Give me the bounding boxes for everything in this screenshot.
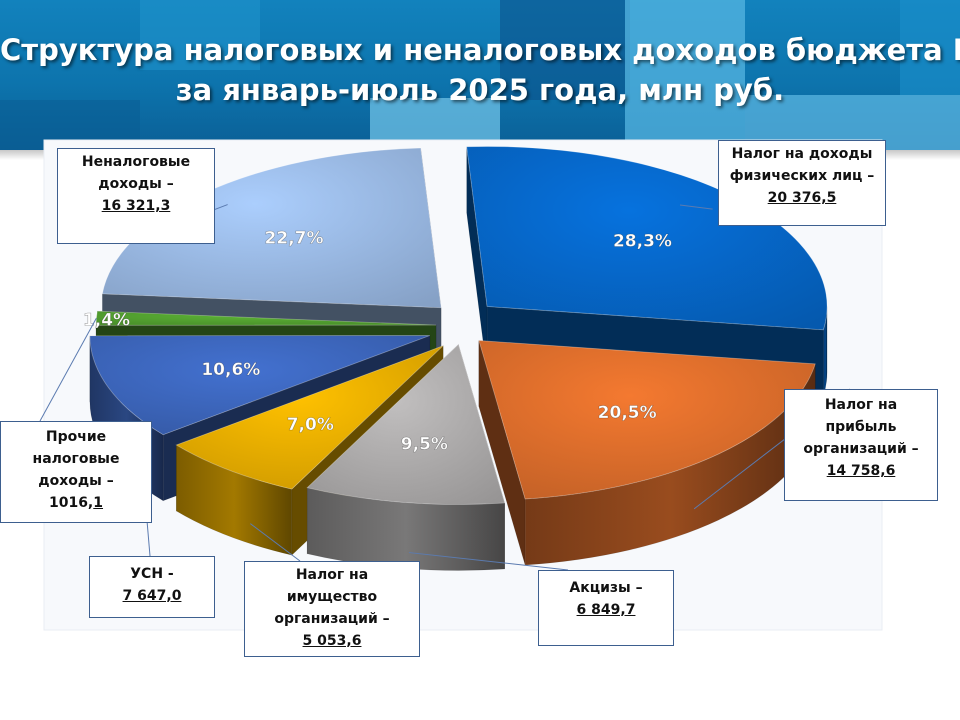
chart-title: Структура налоговых и неналоговых доходо… bbox=[0, 30, 960, 110]
callout-nonneg-line: Неналоговые bbox=[81, 154, 191, 170]
callout-other-value: 1016,1 bbox=[1, 492, 151, 514]
callout-profit-line: организаций – bbox=[803, 441, 919, 457]
banner-tile bbox=[140, 0, 260, 70]
banner-tile bbox=[625, 0, 745, 150]
callout-property-line: Налог на bbox=[295, 567, 369, 583]
pie-label-ndfl: 28,3% bbox=[613, 231, 672, 251]
callout-other-line: доходы – bbox=[38, 473, 114, 489]
banner-tile bbox=[900, 0, 960, 95]
callout-profit-value: 14 758,6 bbox=[826, 463, 896, 479]
callout-excise-line: Акцизы – bbox=[569, 580, 643, 596]
callout-other-value-main: 1016, bbox=[48, 495, 94, 511]
callout-profit: Налог на прибыль организаций – 14 758,6 bbox=[784, 389, 938, 501]
callout-usn-value: 7 647,0 bbox=[122, 588, 182, 604]
pie-slice-property bbox=[175, 345, 444, 490]
leader-line-other bbox=[39, 318, 97, 422]
callout-profit-line: Налог на bbox=[824, 397, 898, 413]
leader-line-ndfl bbox=[679, 204, 713, 210]
callout-other-value-tail: 1 bbox=[93, 495, 104, 511]
pie-label-excise: 9,5% bbox=[401, 434, 448, 454]
chart-title-line-2: за январь-июль 2025 года, млн руб. bbox=[175, 73, 785, 107]
callout-other: Прочие налоговые доходы – 1016,1 bbox=[0, 421, 152, 523]
callout-other-line: Прочие bbox=[45, 429, 107, 445]
callout-ndfl-value: 20 376,5 bbox=[767, 190, 837, 206]
pie-slice-profit bbox=[478, 340, 816, 500]
callout-excise: Акцизы – 6 849,7 bbox=[538, 570, 674, 646]
callout-property: Налог на имущество организаций – 5 053,6 bbox=[244, 561, 420, 657]
callout-property-value: 5 053,6 bbox=[302, 633, 362, 649]
callout-excise-value: 6 849,7 bbox=[576, 602, 636, 618]
callout-ndfl: Налог на доходы физических лиц – 20 376,… bbox=[718, 140, 886, 226]
pie-label-usn: 10,6% bbox=[201, 360, 260, 380]
callout-property-line: организаций – bbox=[274, 611, 390, 627]
pie-slice-usn bbox=[89, 335, 431, 436]
leader-line-excise bbox=[408, 552, 569, 571]
pie-label-other: 1,4% bbox=[83, 310, 130, 330]
pie-label-profit: 20,5% bbox=[598, 403, 657, 423]
callout-usn-line: УСН - bbox=[130, 566, 174, 582]
callout-other-line: налоговые bbox=[32, 451, 120, 467]
callout-nonneg-line: доходы – bbox=[98, 176, 174, 192]
chart-title-line-1: Структура налоговых и неналоговых доходо… bbox=[0, 33, 960, 67]
callout-ndfl-line: физических лиц – bbox=[729, 168, 875, 184]
pie-label-nonneg: 22,7% bbox=[265, 229, 324, 249]
callout-profit-line: прибыль bbox=[825, 419, 897, 435]
pie-label-property: 7,0% bbox=[287, 415, 334, 435]
callout-nonneg: Неналоговые доходы – 16 321,3 bbox=[57, 148, 215, 244]
banner-tile bbox=[500, 0, 630, 100]
callout-ndfl-line: Налог на доходы bbox=[731, 146, 873, 162]
callout-property-line: имущество bbox=[286, 589, 378, 605]
callout-nonneg-value: 16 321,3 bbox=[101, 198, 171, 214]
pie-slice-excise bbox=[306, 343, 506, 505]
leader-line-property bbox=[250, 523, 301, 562]
callout-usn: УСН - 7 647,0 bbox=[89, 556, 215, 618]
